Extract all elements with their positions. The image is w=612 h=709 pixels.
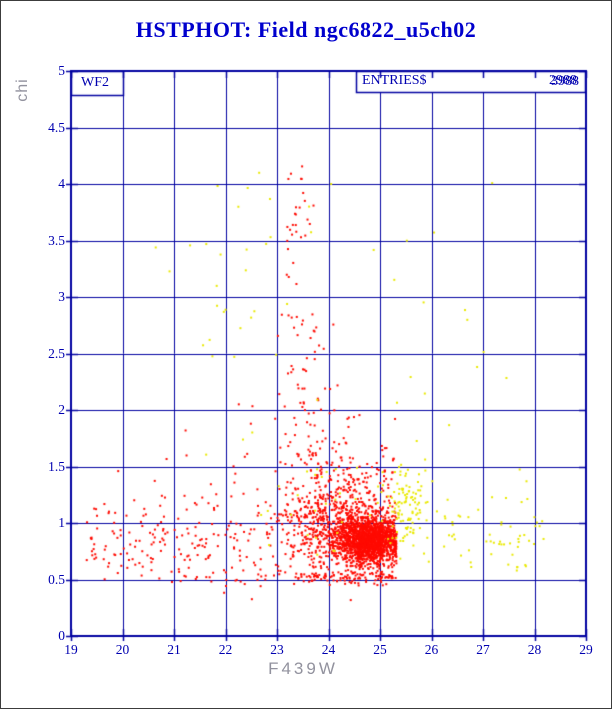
x-tick-label: 19 bbox=[64, 642, 78, 657]
y-tick-label: 0.5 bbox=[48, 571, 65, 587]
x-tick-label: 25 bbox=[373, 642, 387, 657]
y-tick-label: 2.5 bbox=[48, 345, 65, 361]
x-tick-label: 26 bbox=[424, 642, 439, 657]
entries-value-1: 2988 bbox=[549, 73, 577, 88]
x-tick-label: 21 bbox=[167, 642, 181, 657]
y-tick-label: 5 bbox=[58, 63, 65, 78]
y-tick-label: 1.5 bbox=[48, 458, 65, 474]
x-tick-label: 20 bbox=[115, 642, 130, 657]
x-tick-label: 27 bbox=[476, 642, 490, 657]
x-axis-label: F439W bbox=[268, 659, 338, 678]
entries-values: 2988 3988 bbox=[481, 73, 581, 89]
y-tick-label: 4 bbox=[58, 176, 65, 191]
entries-label: ENTRIES$ bbox=[362, 73, 427, 88]
camera-chip-label: WF2 bbox=[81, 75, 109, 90]
y-tick-label: 4.5 bbox=[48, 119, 65, 135]
x-tick-label: 23 bbox=[270, 642, 284, 657]
y-tick-label: 1 bbox=[58, 515, 65, 530]
entries-value-2: 3988 bbox=[551, 74, 579, 89]
x-tick-label: 22 bbox=[218, 642, 233, 657]
y-tick-label: 3.5 bbox=[48, 232, 65, 248]
y-tick-label: 0 bbox=[58, 628, 65, 643]
x-tick-label: 28 bbox=[527, 642, 542, 657]
x-tick-label: 24 bbox=[321, 642, 336, 657]
y-tick-label: 2 bbox=[58, 402, 65, 417]
x-tick-label: 29 bbox=[579, 642, 593, 657]
y-tick-label: 3 bbox=[58, 289, 65, 304]
